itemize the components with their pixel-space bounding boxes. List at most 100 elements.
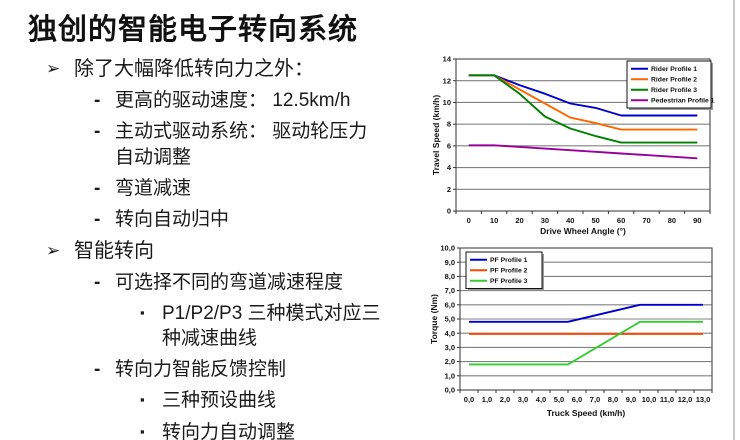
slide-title: 独创的智能电子转向系统 [28,14,359,46]
legend-label: PF Profile 3 [490,278,528,285]
dash-bullet-icon: - [94,121,101,143]
y-tick-label: 6 [447,141,451,150]
arrow-bullet-icon: ➢ [46,240,61,260]
dash-bullet-icon: - [94,177,101,199]
dash-bullet-icon: - [94,90,101,112]
series-line-pf-profile-3 [469,320,703,366]
series-line-pedestrian-profile-1 [468,144,698,160]
bullet-text: P1/P2/P3 三种模式对应三 种减速曲线 [162,303,381,350]
dash-bullet-icon: - [94,272,101,294]
bullet-text: 三种预设曲线 [162,390,277,412]
square-bullet-icon: ▪ [140,423,145,439]
x-tick-label: 4,0 [536,395,546,404]
slide-right-edge-line [733,0,735,440]
y-tick-label: 8,0 [445,272,455,281]
bullet-text: 除了大幅降低转向力之外： [74,58,314,80]
y-tick-label: 12 [443,76,451,85]
y-tick-label: 5,0 [445,315,455,324]
legend-label: Pedestrian Profile 1 [651,98,715,105]
y-tick-label: 9,0 [445,258,455,267]
x-tick-label: 40 [566,216,574,225]
x-tick-label: 12,0 [678,395,693,404]
x-tick-label: 30 [541,216,549,225]
series-line-pf-profile-1 [469,303,703,323]
bullet-text: 更高的驱动速度： 12.5km/h [115,90,351,112]
x-tick-label: 2,0 [500,395,510,404]
chart-travel-speed-vs-drive-wheel-angle: 0 2 4 6 8 10 12 14 0 10 20 30 40 50 60 70 80 90 Drive Whee… [430,45,730,240]
dash-bullet-icon: - [94,208,101,230]
x-tick-label: 7,0 [590,395,600,404]
y-tick-label: 14 [443,55,452,64]
bullet-item: ➢ 智能转向 [30,238,440,264]
x-tick-label: 6,0 [572,395,582,404]
y-tick-label: 2 [447,185,451,194]
bullet-text: 转向自动归中 [115,208,230,230]
y-tick-label: 0 [447,207,451,216]
x-tick-label: 5,0 [554,395,564,404]
x-tick-label: 3,0 [518,395,528,404]
legend-label: PF Profile 1 [490,257,528,264]
bullet-item: - 转向自动归中 [30,207,440,232]
bullet-item: - 更高的驱动速度： 12.5km/h [30,88,440,113]
bullet-item: - 弯道减速 [30,176,440,201]
bullet-text: 主动式驱动系统： 驱动轮压力 自动调整 [115,121,368,168]
x-tick-label: 13,0 [696,395,711,404]
bullet-item: - 主动式驱动系统： 驱动轮压力 自动调整 [30,119,440,169]
chart-torque-vs-truck-speed: 0,0 1,0 2,0 3,0 4,0 5,0 6,0 7,0 8,0 9,0 10,0 0,0 1,0… [429,240,730,435]
legend-label: Rider Profile 1 [651,66,697,73]
bullet-item: - 可选择不同的弯道减速程度 [30,270,440,295]
bullet-item: ▪ 转向力自动调整 [30,420,440,440]
y-tick-label: 2,0 [445,357,455,366]
x-tick-label: 20 [515,216,523,225]
x-tick-label: 1,0 [482,395,492,404]
square-bullet-icon: ▪ [140,305,145,321]
bullet-text: 弯道减速 [115,177,192,199]
chart-canvas: 0 2 4 6 8 10 12 14 0 10 20 30 40 50 60 70 80 90 Drive Whee… [431,55,715,236]
y-axis-title: Torque (Nm) [430,294,439,344]
bullet-list: ➢ 除了大幅降低转向力之外： - 更高的驱动速度： 12.5km/h - 主动式驱动系统：… [30,56,440,440]
bullet-text: 转向力智能反馈控制 [115,359,287,381]
y-tick-label: 8 [447,120,451,129]
y-tick-label: 0,0 [445,386,455,395]
y-tick-label: 7,0 [445,286,455,295]
bullet-item: ▪ 三种预设曲线 [30,388,440,413]
dash-bullet-icon: - [94,359,101,381]
legend-label: Rider Profile 3 [651,87,697,94]
x-tick-label: 0,0 [464,395,474,404]
x-tick-label: 80 [668,216,676,225]
y-tick-label: 10 [443,98,451,107]
x-tick-label: 60 [617,216,625,225]
x-tick-label: 0 [467,216,471,225]
y-tick-label: 4,0 [445,329,455,338]
y-tick-label: 4 [447,163,452,172]
arrow-bullet-icon: ➢ [46,59,61,78]
y-tick-label: 1,0 [445,371,455,380]
x-tick-label: 70 [642,216,650,225]
x-tick-label: 50 [592,216,600,225]
x-axis-title: Drive Wheel Angle (°) [540,226,626,236]
x-tick-label: 90 [693,216,701,225]
bullet-item: ➢ 除了大幅降低转向力之外： [30,56,440,82]
bullet-text: 转向力自动调整 [162,421,296,440]
y-tick-label: 3,0 [445,343,455,352]
x-tick-label: 10 [490,216,498,225]
bullet-text: 智能转向 [74,239,154,262]
bullet-text: 可选择不同的弯道减速程度 [115,272,344,294]
x-tick-label: 9,0 [626,395,636,404]
y-tick-label: 10,0 [440,244,455,253]
bullet-item: - 转向力智能反馈控制 [30,357,440,382]
series-line-rider-profile-3 [468,74,698,144]
legend-label: PF Profile 2 [490,268,528,275]
series-line-rider-profile-2 [468,74,698,131]
square-bullet-icon: ▪ [140,392,145,408]
chart-canvas: 0,0 1,0 2,0 3,0 4,0 5,0 6,0 7,0 8,0 9,0 10,0 0,0 1,0… [429,244,713,418]
x-axis-title: Truck Speed (km/h) [547,408,626,418]
x-tick-label: 11,0 [660,395,674,404]
series-line-rider-profile-1 [468,74,698,117]
legend-label: Rider Profile 2 [651,77,697,84]
x-tick-label: 10,0 [642,395,657,404]
x-tick-label: 8,0 [608,395,618,404]
y-tick-label: 6,0 [445,300,455,309]
y-axis-title: Travel Speed (km/h) [431,95,441,175]
